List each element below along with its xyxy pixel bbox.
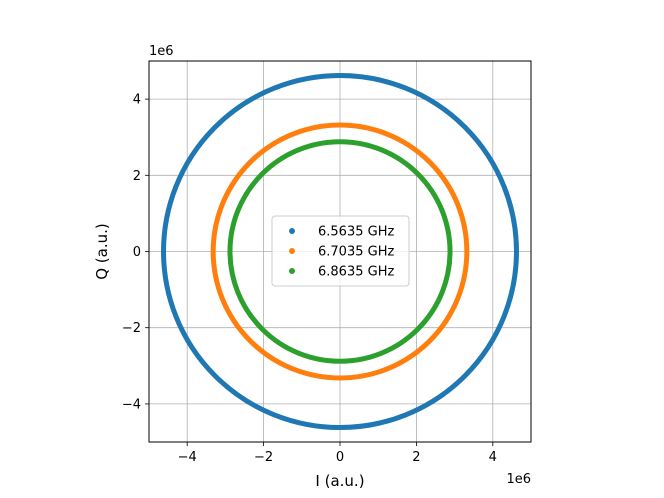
legend-marker-2 [289,248,295,254]
legend: 6.5635 GHz 6.7035 GHz 6.8635 GHz [271,215,410,287]
x-tick-label: 0 [336,450,344,465]
y-offset-text: 1e6 [149,44,174,59]
series-layer [161,72,519,431]
x-tick-label: 4 [489,450,497,465]
legend-marker-1 [289,228,295,234]
series-ring-1 [161,72,519,431]
x-tick-label: −2 [254,450,273,465]
y-tick-label: 4 [133,93,141,108]
y-tick-label: 2 [133,169,141,184]
y-tick-label: −2 [122,321,141,336]
x-offset-text: 1e6 [506,472,531,487]
legend-label-3: 6.8635 GHz [318,265,394,280]
y-tick-label: −4 [122,397,141,412]
y-tick-label: 0 [133,245,141,260]
series-ring-2 [210,122,470,381]
legend-box [271,215,410,287]
legend-label-2: 6.7035 GHz [318,245,394,260]
legend-marker-3 [289,268,295,274]
tick-marks: −4 −2 0 2 4 −4 −2 0 2 4 [122,93,497,465]
legend-label-1: 6.5635 GHz [318,225,394,240]
y-axis-label: Q (a.u.) [93,223,111,280]
x-axis-label: I (a.u.) [315,472,364,490]
x-tick-label: −4 [178,450,197,465]
x-tick-label: 2 [412,450,420,465]
series-ring-3 [227,139,453,364]
